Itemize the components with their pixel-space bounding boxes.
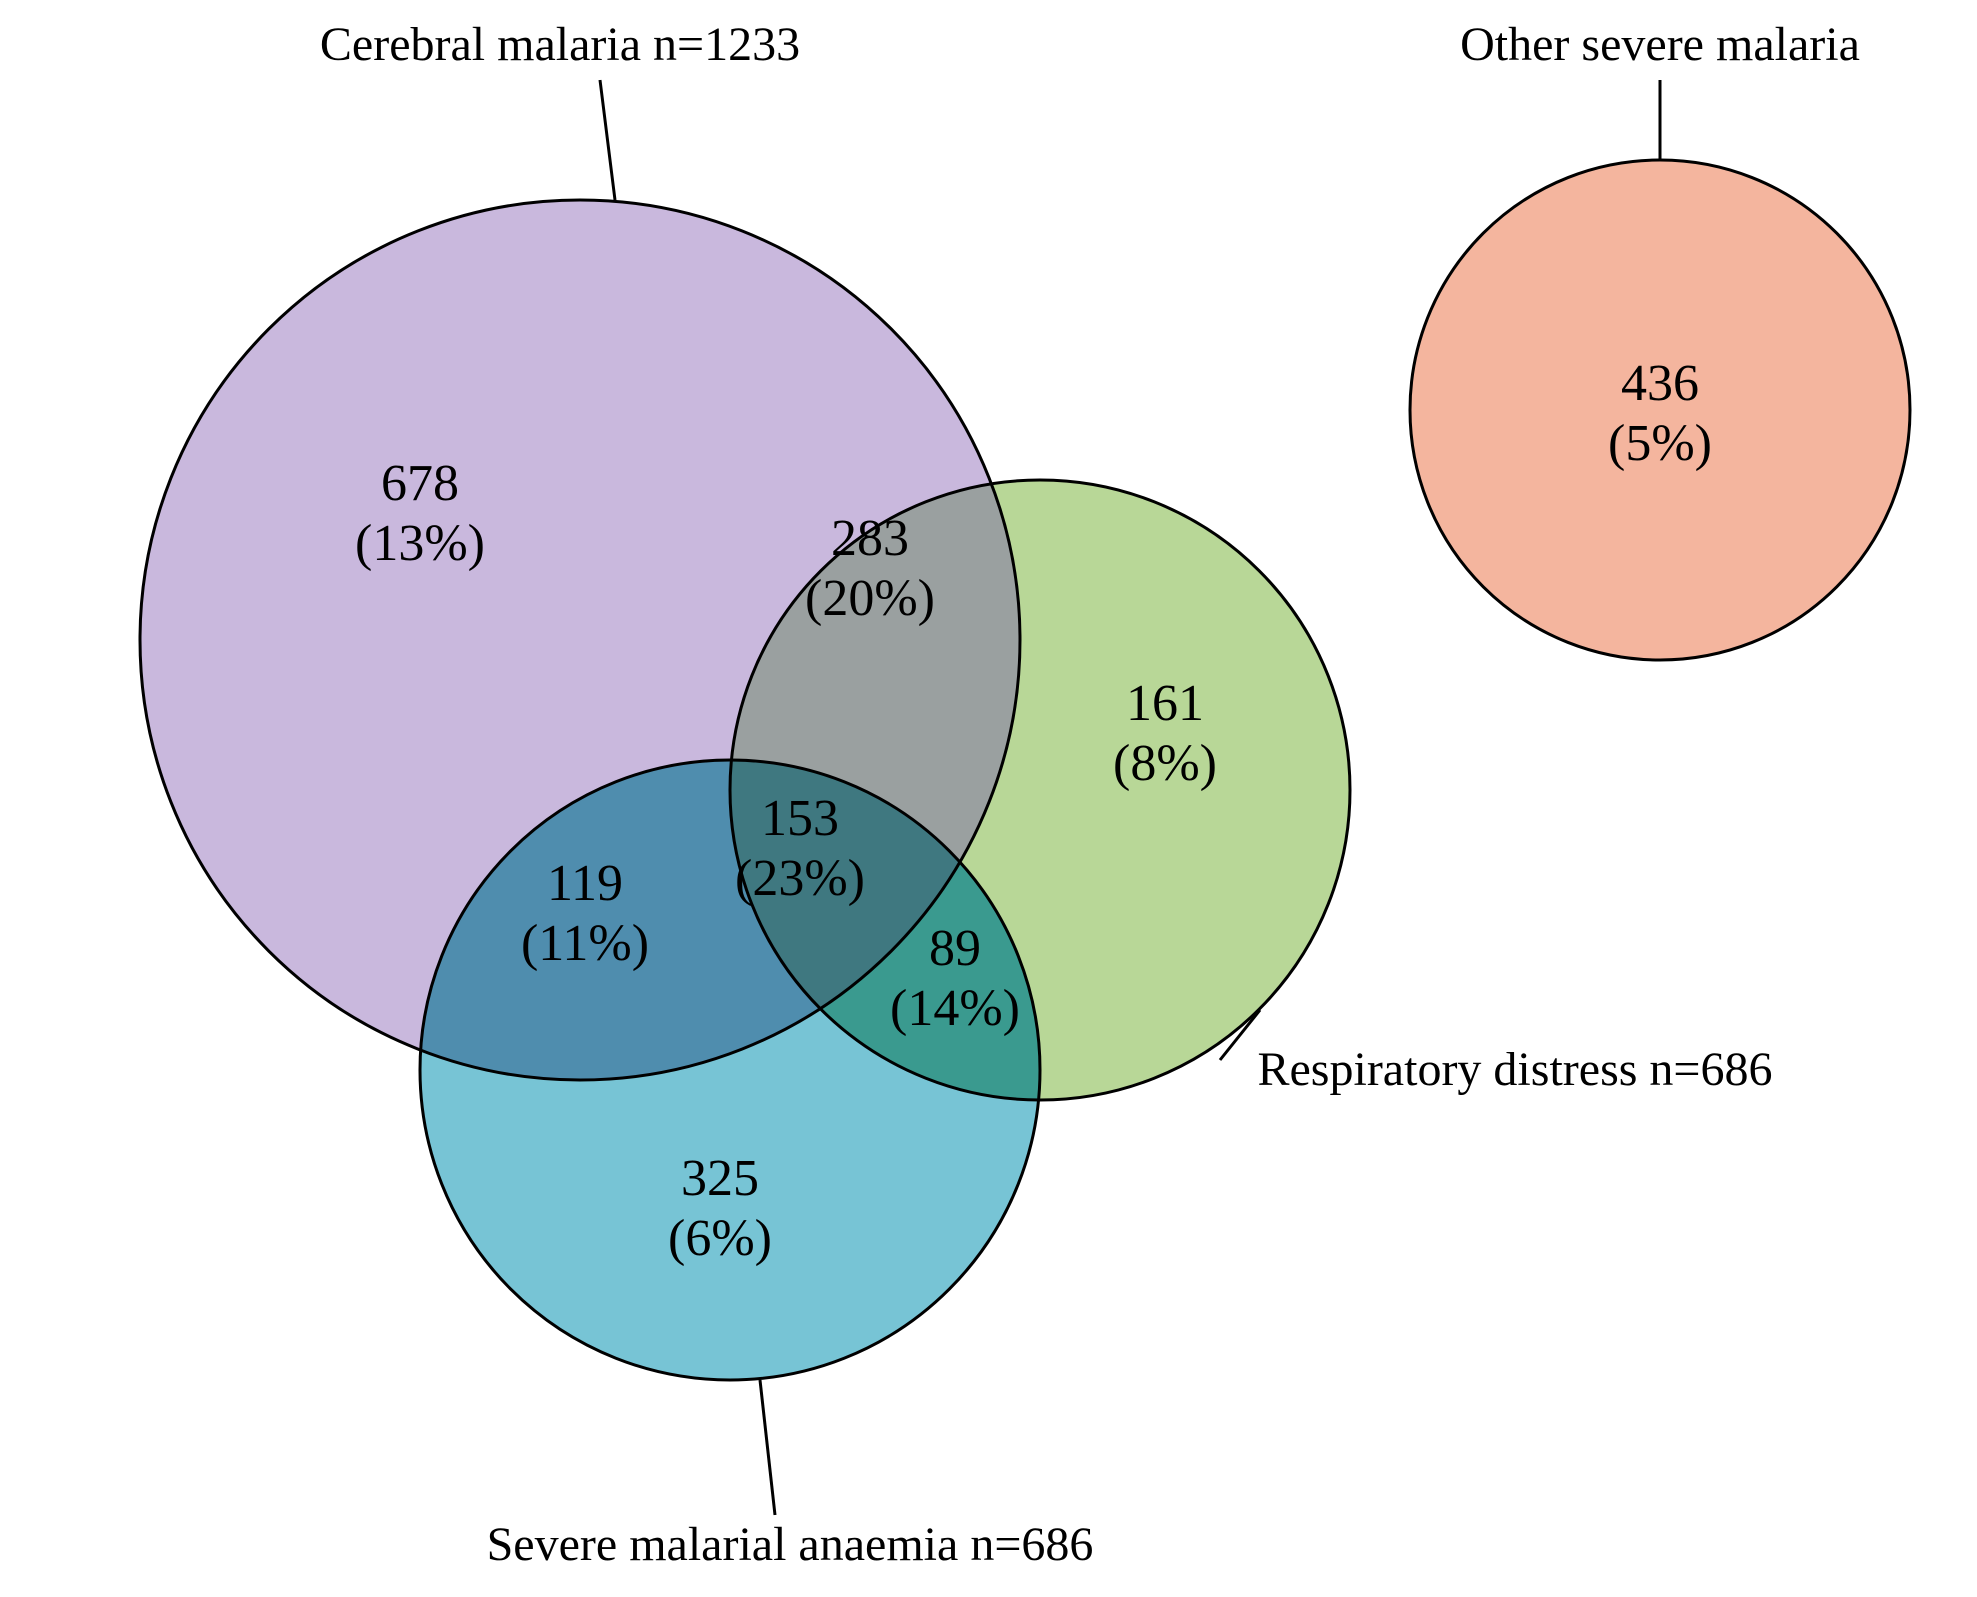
region-respiratory-anaemia-count: 89	[929, 920, 981, 977]
region-cerebral-respiratory-count: 283	[831, 510, 909, 567]
venn-diagram: 678 (13%) 283 (20%) 161 (8%) 153 (23%) 1…	[0, 0, 1977, 1597]
region-other-only-pct: (5%)	[1608, 415, 1712, 472]
region-respiratory-only-pct: (8%)	[1113, 735, 1217, 792]
region-cerebral-only-count: 678	[381, 455, 459, 512]
region-all-three-pct: (23%)	[735, 850, 865, 907]
region-cerebral-respiratory-pct: (20%)	[805, 570, 935, 627]
leader-cerebral	[600, 80, 615, 200]
region-all-three-count: 153	[761, 790, 839, 847]
region-anaemia-only-count: 325	[681, 1150, 759, 1207]
leader-anaemia	[760, 1380, 775, 1515]
label-cerebral: Cerebral malaria n=1233	[320, 18, 800, 71]
region-respiratory-anaemia-pct: (14%)	[890, 980, 1020, 1037]
label-respiratory: Respiratory distress n=686	[1257, 1043, 1772, 1096]
region-anaemia-only-pct: (6%)	[668, 1210, 772, 1267]
region-cerebral-anaemia-count: 119	[547, 855, 623, 912]
region-cerebral-only-pct: (13%)	[355, 515, 485, 572]
label-anaemia: Severe malarial anaemia n=686	[487, 1518, 1094, 1571]
region-respiratory-only-count: 161	[1126, 675, 1204, 732]
label-other: Other severe malaria	[1460, 18, 1860, 71]
region-other-only-count: 436	[1621, 355, 1699, 412]
region-cerebral-anaemia-pct: (11%)	[521, 915, 649, 972]
